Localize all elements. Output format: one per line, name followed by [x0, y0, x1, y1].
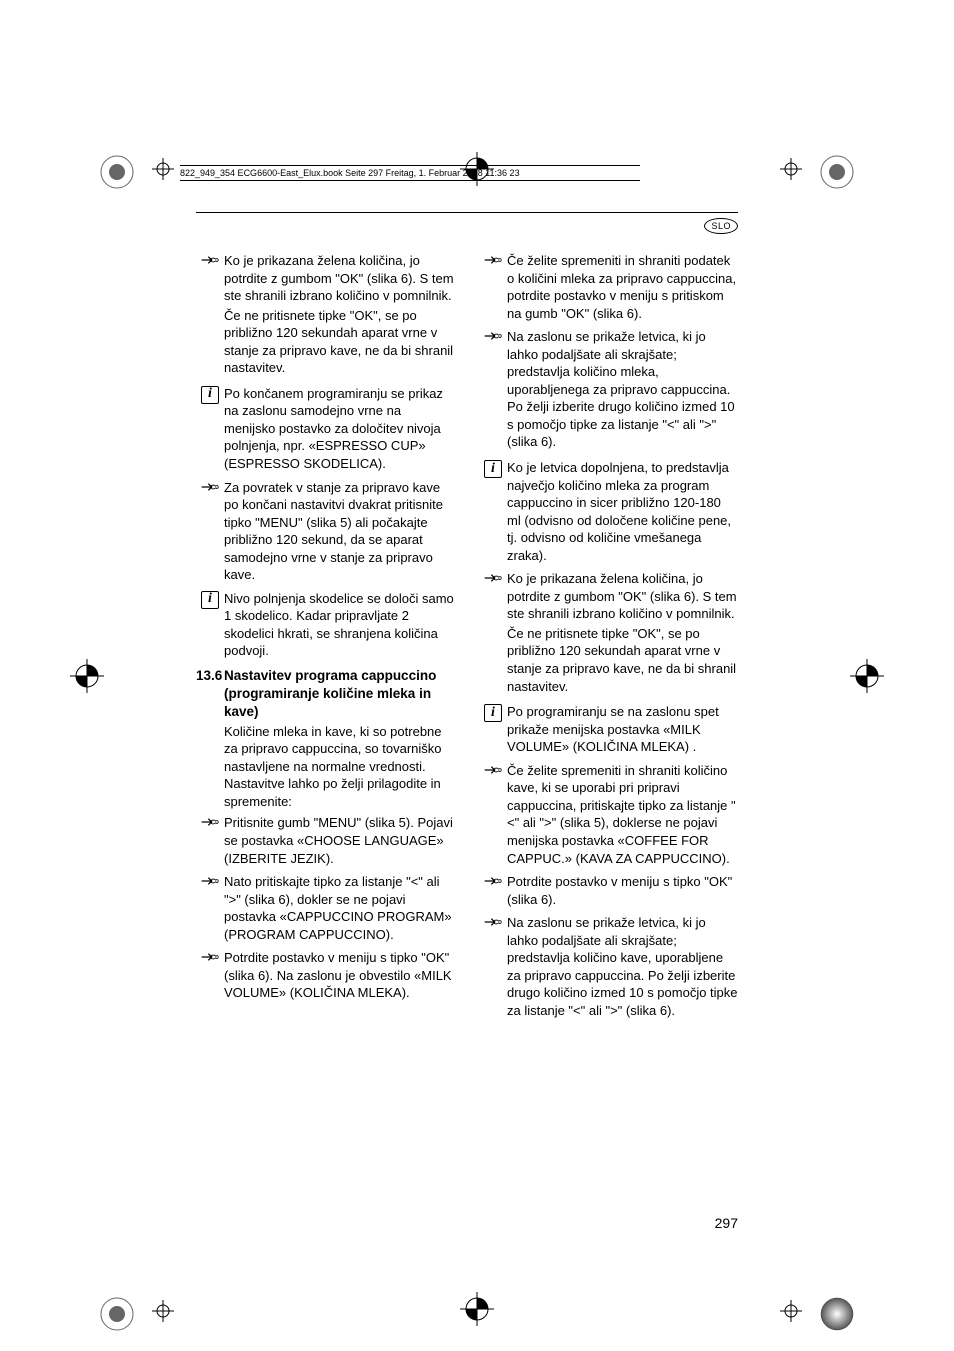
section-number: 13.6: [196, 667, 224, 812]
hand-pointer-icon: [196, 252, 224, 379]
hand-pointer-icon: [479, 873, 507, 910]
cross-mark-br: [780, 1300, 802, 1327]
step-item: Če želite spremeniti in shraniti podatek…: [479, 252, 738, 324]
registration-mark-left: [68, 657, 106, 700]
section-body: Količine mleka in kave, ki so potrebne z…: [224, 723, 455, 811]
step-text: Na zaslonu se prikaže letvica, ki jo lah…: [507, 914, 738, 1019]
step-text: Ko je prikazana želena količina, jo potr…: [507, 570, 738, 623]
step-item: Pritisnite gumb "MENU" (slika 5). Pojavi…: [196, 814, 455, 869]
page-number: 297: [715, 1214, 738, 1233]
info-item: i Po programiranju se na zaslonu spet pr…: [479, 703, 738, 758]
step-item: Če želite spremeniti in shraniti količin…: [479, 762, 738, 869]
content-area: Ko je prikazana želena količina, jo potr…: [196, 252, 738, 1025]
step-text: Če ne pritisnete tipke "OK", se po pribl…: [224, 307, 455, 377]
info-icon: i: [196, 385, 224, 475]
info-text: Po končanem programiranju se prikaz na z…: [224, 385, 455, 473]
step-item: Nato pritiskajte tipko za listanje "<" a…: [196, 873, 455, 945]
page-top-rule: [196, 212, 738, 213]
hand-pointer-icon: [479, 914, 507, 1021]
hand-pointer-icon: [479, 762, 507, 869]
info-item: i Ko je letvica dopolnjena, to predstavl…: [479, 459, 738, 566]
info-text: Ko je letvica dopolnjena, to predstavlja…: [507, 459, 738, 564]
info-icon: i: [196, 590, 224, 662]
step-item: Ko je prikazana želena količina, jo potr…: [196, 252, 455, 379]
info-text: Nivo polnjenja skodelice se določi samo …: [224, 590, 455, 660]
corner-disc-tl: [100, 155, 134, 189]
language-badge: SLO: [704, 218, 738, 234]
step-item: Za povratek v stanje za pripravo kave po…: [196, 479, 455, 586]
hand-pointer-icon: [196, 814, 224, 869]
step-item: Ko je prikazana želena količina, jo potr…: [479, 570, 738, 697]
info-item: i Po končanem programiranju se prikaz na…: [196, 385, 455, 475]
hand-pointer-icon: [196, 949, 224, 1004]
step-text: Če želite spremeniti in shraniti količin…: [507, 762, 738, 867]
step-text: Potrdite postavko v meniju s tipko "OK" …: [224, 949, 455, 1002]
hand-pointer-icon: [479, 252, 507, 324]
step-text: Če želite spremeniti in shraniti podatek…: [507, 252, 738, 322]
info-text: Po programiranju se na zaslonu spet prik…: [507, 703, 738, 756]
corner-disc-bl: [100, 1297, 134, 1331]
step-item: Potrdite postavko v meniju s tipko "OK" …: [479, 873, 738, 910]
corner-disc-tr: [820, 155, 854, 189]
step-text: Pritisnite gumb "MENU" (slika 5). Pojavi…: [224, 814, 455, 867]
right-column: Če želite spremeniti in shraniti podatek…: [479, 252, 738, 1025]
step-item: Na zaslonu se prikaže letvica, ki jo lah…: [479, 328, 738, 453]
registration-mark-bottom: [458, 1290, 496, 1333]
registration-mark-right: [848, 657, 886, 700]
hand-pointer-icon: [196, 873, 224, 945]
info-icon: i: [479, 459, 507, 566]
cross-mark-tl: [152, 158, 174, 185]
step-text: Če ne pritisnete tipke "OK", se po pribl…: [507, 625, 738, 695]
info-icon: i: [479, 703, 507, 758]
cross-mark-bl: [152, 1300, 174, 1327]
hand-pointer-icon: [196, 479, 224, 586]
info-item: i Nivo polnjenja skodelice se določi sam…: [196, 590, 455, 662]
hand-pointer-icon: [479, 328, 507, 453]
step-text: Na zaslonu se prikaže letvica, ki jo lah…: [507, 328, 738, 451]
left-column: Ko je prikazana želena količina, jo potr…: [196, 252, 455, 1025]
corner-disc-br: [820, 1297, 854, 1331]
section-title: Nastavitev programa cappuccino (programi…: [224, 667, 455, 722]
print-header: 822_949_354 ECG6600-East_Elux.book Seite…: [180, 165, 640, 181]
step-text: Za povratek v stanje za pripravo kave po…: [224, 479, 455, 584]
cross-mark-tr: [780, 158, 802, 185]
step-item: Na zaslonu se prikaže letvica, ki jo lah…: [479, 914, 738, 1021]
section-heading: 13.6 Nastavitev programa cappuccino (pro…: [196, 667, 455, 812]
step-text: Potrdite postavko v meniju s tipko "OK" …: [507, 873, 738, 908]
step-text: Ko je prikazana želena količina, jo potr…: [224, 252, 455, 305]
hand-pointer-icon: [479, 570, 507, 697]
step-item: Potrdite postavko v meniju s tipko "OK" …: [196, 949, 455, 1004]
step-text: Nato pritiskajte tipko za listanje "<" a…: [224, 873, 455, 943]
